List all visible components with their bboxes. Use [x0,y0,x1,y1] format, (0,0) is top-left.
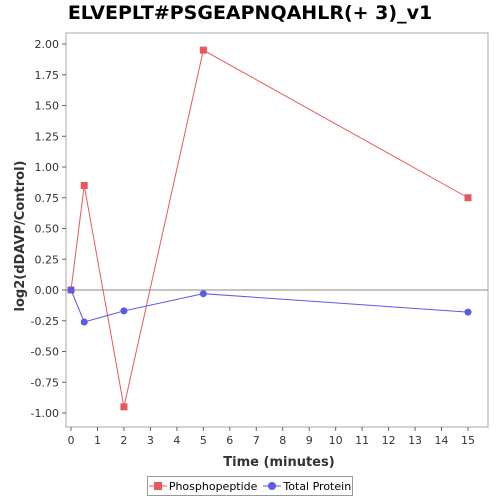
y-tick-label: 0.00 [35,284,60,297]
data-point-phosphopeptide [120,403,128,411]
x-tick-label: 0 [68,434,75,447]
legend-item-total-protein: Total Protein [263,480,351,493]
data-point-phosphopeptide [199,46,207,54]
x-tick-label: 6 [226,434,233,447]
data-point-total-protein [67,286,75,294]
x-tick-label: 5 [200,434,207,447]
x-tick-label: 2 [120,434,127,447]
y-tick-label: 1.00 [35,161,60,174]
series-line-phosphopeptide [70,49,469,407]
series-line-total-protein [70,289,469,323]
x-tick-label: 14 [435,434,449,447]
data-point-total-protein [120,307,128,315]
x-tick-label: 8 [279,434,286,447]
x-tick-label: 9 [306,434,313,447]
y-tick-label: -0.25 [31,315,59,328]
y-tick-label: 1.25 [35,130,60,143]
legend-label-phosphopeptide: Phosphopeptide [168,479,258,493]
data-point-total-protein [80,318,88,326]
x-tick-label: 12 [382,434,396,447]
data-point-phosphopeptide [464,194,472,202]
chart-title: ELVEPLT#PSGEAPNQAHLR(+ 3)_v1 [67,2,433,24]
square-marker-icon [148,482,167,490]
y-tick-label: -0.50 [31,346,59,359]
y-tick-label: 0.50 [35,223,60,236]
data-point-phosphopeptide [80,181,88,189]
x-tick-label: 15 [461,434,475,447]
data-point-total-protein [464,308,472,316]
y-tick-label: 2.00 [35,38,60,51]
x-tick-label: 1 [94,434,101,447]
data-point-total-protein [199,290,207,298]
x-tick-label: 11 [355,434,369,447]
legend-label-total-protein: Total Protein [283,479,352,493]
x-tick-label: 3 [147,434,154,447]
y-tick-label: -1.00 [31,407,59,420]
y-tick-label: 1.50 [35,100,60,113]
circle-marker-icon [263,482,282,490]
plot-border [65,32,489,428]
x-tick-label: 4 [173,434,180,447]
y-tick-label: 1.75 [35,69,60,82]
y-tick-label: 0.25 [35,253,60,266]
y-tick-label: 0.75 [35,192,60,205]
x-tick-label: 10 [329,434,343,447]
y-axis-title: log2(dDAVP/Control) [13,161,28,312]
x-axis-title: Time (minutes) [223,455,334,470]
x-tick-label: 7 [253,434,260,447]
legend: Phosphopeptide Total Protein [147,476,353,496]
y-tick-label: -0.75 [31,376,59,389]
legend-item-phosphopeptide: Phosphopeptide [148,479,258,493]
x-tick-label: 13 [408,434,422,447]
